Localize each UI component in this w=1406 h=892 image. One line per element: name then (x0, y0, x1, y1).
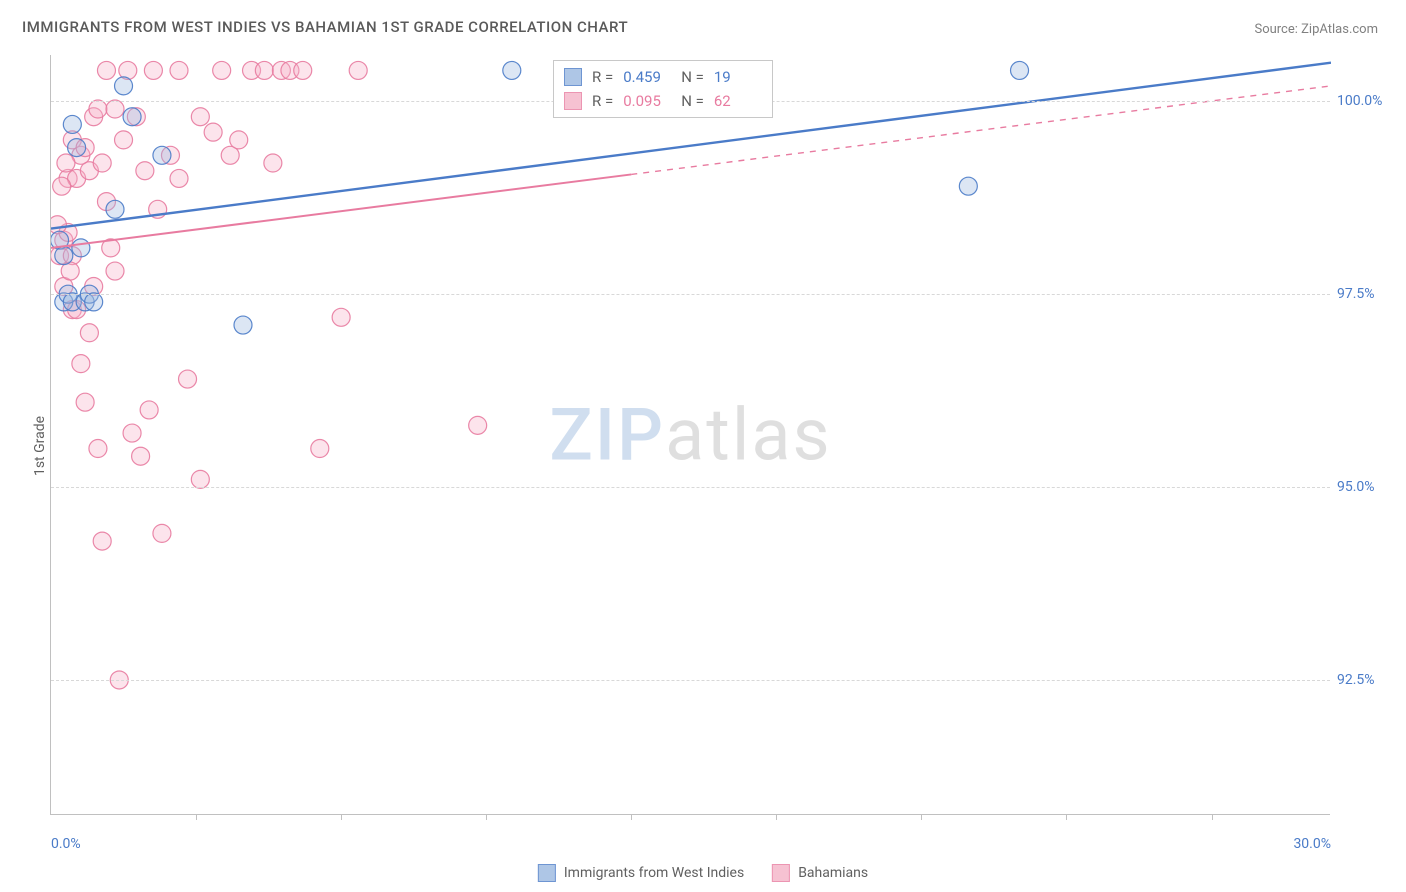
stats-row-bahamians: R = 0.095 N = 62 (564, 89, 762, 113)
bahamians-point (349, 61, 367, 79)
correlation-chart: IMMIGRANTS FROM WEST INDIES VS BAHAMIAN … (0, 0, 1406, 892)
bahamians-point (89, 100, 107, 118)
west_indies-point (234, 316, 252, 334)
bahamians-point (153, 524, 171, 542)
y-tick-label: 95.0% (1337, 479, 1392, 495)
x-tick (1212, 814, 1213, 820)
west_indies-point (68, 139, 86, 157)
r-label: R = (592, 89, 613, 113)
y-tick-label: 100.0% (1337, 93, 1392, 109)
stats-swatch (564, 68, 582, 86)
bahamians-point (132, 447, 150, 465)
bahamians-point (170, 61, 188, 79)
bahamians-point (76, 393, 94, 411)
legend-label: Immigrants from West Indies (564, 865, 744, 881)
gridline (51, 680, 1330, 681)
x-tick (921, 814, 922, 820)
bahamians-point (89, 440, 107, 458)
bahamians-point (93, 154, 111, 172)
bahamians-point (311, 440, 329, 458)
r-label: R = (592, 65, 613, 89)
r-value: 0.095 (623, 89, 671, 113)
bahamians-point (53, 177, 71, 195)
x-tick (341, 814, 342, 820)
bahamians-point (123, 424, 141, 442)
bahamians-point (294, 61, 312, 79)
r-value: 0.459 (623, 65, 671, 89)
x-tick (776, 814, 777, 820)
bahamians-point (57, 154, 75, 172)
legend-item-west_indies: Immigrants from West Indies (538, 864, 744, 882)
bahamians-point (179, 370, 197, 388)
west_indies-point (1011, 61, 1029, 79)
gridline (51, 294, 1330, 295)
bahamians-point (72, 355, 90, 373)
stats-legend-box: R = 0.459 N = 19 R = 0.095 N = 62 (553, 60, 773, 118)
y-axis-label: 1st Grade (32, 416, 48, 476)
bahamians-point (97, 61, 115, 79)
plot-area: ZIPatlas 92.5%95.0%97.5%100.0%0.0%30.0% (50, 55, 1330, 815)
west_indies-point (959, 177, 977, 195)
bahamians-point (332, 308, 350, 326)
bahamians-point (213, 61, 231, 79)
bahamians-point (191, 108, 209, 126)
west_indies-point (85, 293, 103, 311)
bahamians-point (140, 401, 158, 419)
stats-row-west_indies: R = 0.459 N = 19 (564, 65, 762, 89)
bahamians-point (170, 169, 188, 187)
n-value: 19 (714, 65, 762, 89)
x-tick (1066, 814, 1067, 820)
bahamians-point (106, 100, 124, 118)
chart-title: IMMIGRANTS FROM WEST INDIES VS BAHAMIAN … (22, 18, 628, 36)
y-tick-label: 92.5% (1337, 672, 1392, 688)
n-label: N = (681, 89, 704, 113)
bahamians-point (469, 416, 487, 434)
west_indies-point (503, 61, 521, 79)
chart-svg (51, 55, 1331, 815)
bahamians-point (264, 154, 282, 172)
x-tick-label: 0.0% (51, 836, 81, 852)
x-tick-label: 30.0% (1293, 836, 1331, 852)
bahamians-point (255, 61, 273, 79)
x-tick (486, 814, 487, 820)
bahamians-point (115, 131, 133, 149)
stats-swatch (564, 92, 582, 110)
west_indies-point (55, 247, 73, 265)
bahamians-point (93, 532, 111, 550)
bottom-legend: Immigrants from West Indies Bahamians (538, 864, 868, 882)
bahamians-point (204, 123, 222, 141)
bahamians-point (136, 162, 154, 180)
bahamians-point (106, 262, 124, 280)
west_indies-point (63, 115, 81, 133)
x-tick (631, 814, 632, 820)
y-tick-label: 97.5% (1337, 286, 1392, 302)
n-value: 62 (714, 89, 762, 113)
legend-item-bahamians: Bahamians (772, 864, 868, 882)
legend-swatch (538, 864, 556, 882)
bahamians-point (191, 470, 209, 488)
west_indies-point (153, 146, 171, 164)
bahamians-trendline (51, 174, 631, 247)
west_indies-point (123, 108, 141, 126)
west_indies-point (106, 200, 124, 218)
legend-label: Bahamians (798, 865, 868, 881)
west_indies-point (115, 77, 133, 95)
bahamians-point (80, 324, 98, 342)
n-label: N = (681, 65, 704, 89)
x-tick (196, 814, 197, 820)
west_indies-point (72, 239, 90, 257)
bahamians-point (230, 131, 248, 149)
bahamians-point (144, 61, 162, 79)
gridline (51, 487, 1330, 488)
legend-swatch (772, 864, 790, 882)
source-label: Source: ZipAtlas.com (1254, 22, 1378, 37)
